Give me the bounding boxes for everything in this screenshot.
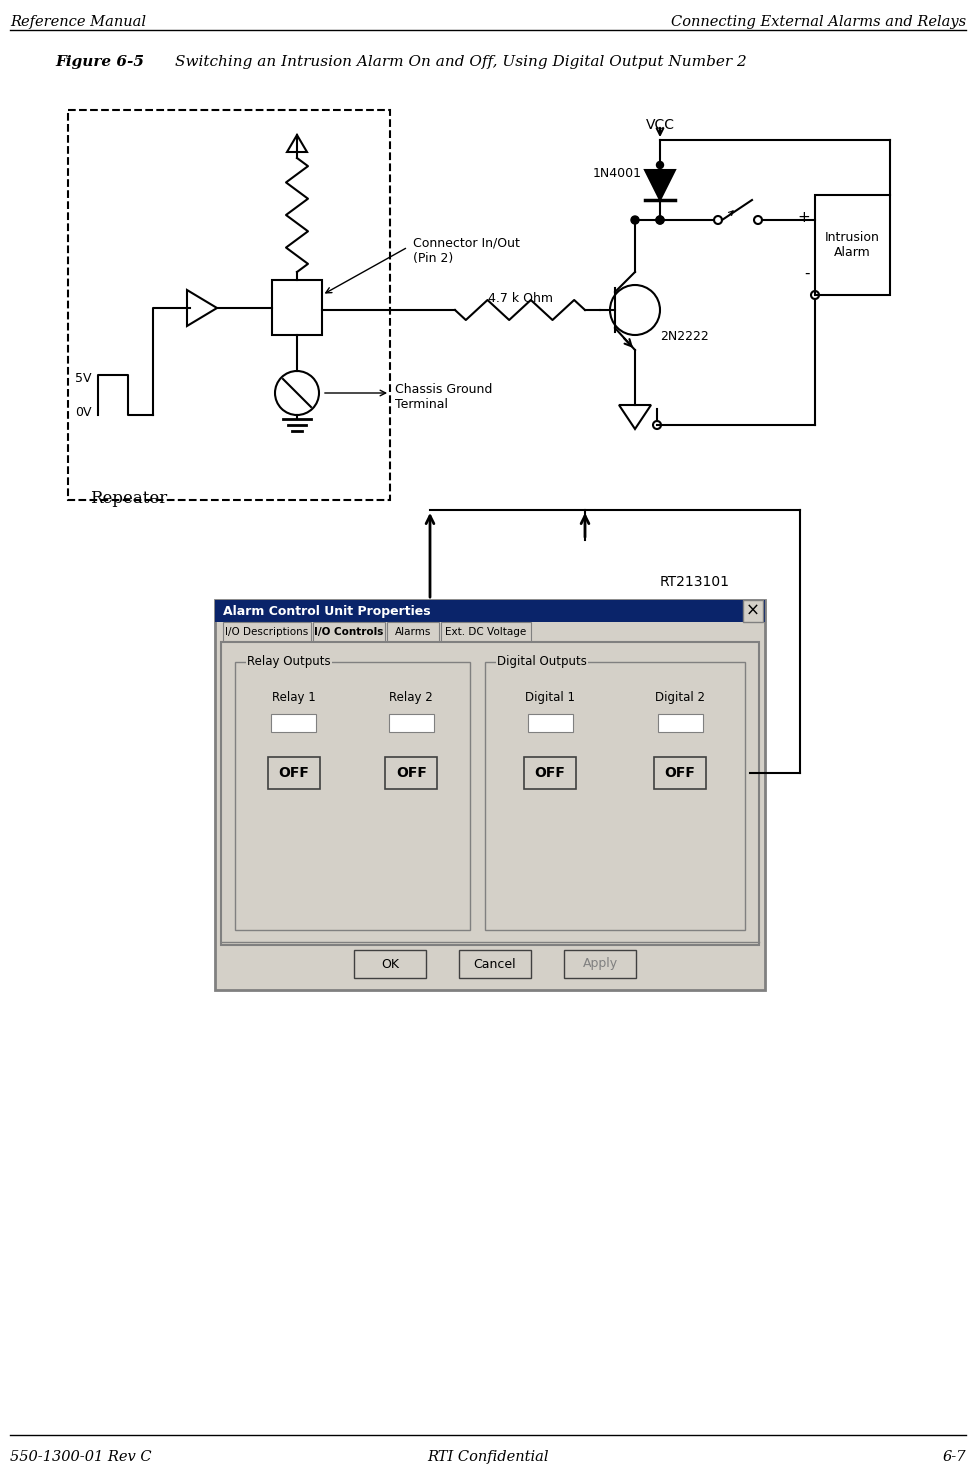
FancyBboxPatch shape (387, 623, 439, 642)
Text: +: + (797, 209, 810, 224)
FancyBboxPatch shape (654, 757, 706, 790)
FancyBboxPatch shape (459, 949, 531, 979)
Text: Repeater: Repeater (90, 489, 167, 507)
FancyBboxPatch shape (215, 601, 765, 990)
Text: Reference Manual: Reference Manual (10, 15, 146, 29)
Circle shape (656, 215, 664, 224)
FancyBboxPatch shape (354, 949, 426, 979)
Text: 2N2222: 2N2222 (660, 330, 709, 343)
Text: OFF: OFF (278, 766, 309, 779)
FancyBboxPatch shape (267, 757, 320, 790)
Text: Digital 2: Digital 2 (655, 690, 705, 703)
Text: -: - (804, 265, 810, 280)
Text: Chassis Ground
Terminal: Chassis Ground Terminal (395, 382, 492, 412)
FancyBboxPatch shape (388, 713, 433, 732)
Text: I/O Descriptions: I/O Descriptions (225, 627, 308, 637)
Text: 6-7: 6-7 (943, 1450, 966, 1464)
Text: ×: × (746, 602, 760, 620)
FancyBboxPatch shape (564, 949, 636, 979)
FancyBboxPatch shape (223, 623, 311, 642)
Text: Digital 1: Digital 1 (525, 690, 575, 703)
Text: 0V: 0V (75, 406, 92, 419)
Text: VCC: VCC (645, 119, 674, 132)
FancyBboxPatch shape (524, 757, 576, 790)
Text: Relay 2: Relay 2 (389, 690, 433, 703)
Text: Connecting External Alarms and Relays: Connecting External Alarms and Relays (671, 15, 966, 29)
Text: RT213101: RT213101 (660, 574, 730, 589)
Text: 1N4001: 1N4001 (593, 167, 642, 180)
Text: OFF: OFF (396, 766, 427, 779)
Text: Relay Outputs: Relay Outputs (247, 655, 331, 668)
FancyBboxPatch shape (271, 713, 316, 732)
FancyBboxPatch shape (743, 601, 763, 623)
Text: Intrusion
Alarm: Intrusion Alarm (825, 231, 880, 259)
FancyBboxPatch shape (658, 713, 703, 732)
Circle shape (657, 161, 664, 168)
Text: Ext. DC Voltage: Ext. DC Voltage (445, 627, 527, 637)
Text: OK: OK (381, 958, 399, 970)
Text: 5V: 5V (75, 372, 92, 384)
FancyBboxPatch shape (441, 623, 531, 642)
Text: 4.7 k Ohm: 4.7 k Ohm (487, 292, 552, 305)
FancyBboxPatch shape (313, 623, 385, 642)
Text: 550-1300-01 Rev C: 550-1300-01 Rev C (10, 1450, 151, 1464)
FancyBboxPatch shape (235, 662, 470, 930)
Polygon shape (645, 170, 675, 201)
Text: Apply: Apply (583, 958, 618, 970)
Text: Switching an Intrusion Alarm On and Off, Using Digital Output Number 2: Switching an Intrusion Alarm On and Off,… (175, 56, 747, 69)
FancyBboxPatch shape (215, 601, 765, 623)
FancyBboxPatch shape (221, 642, 759, 945)
Text: Cancel: Cancel (473, 958, 516, 970)
Text: Relay 1: Relay 1 (272, 690, 315, 703)
FancyBboxPatch shape (485, 662, 745, 930)
FancyBboxPatch shape (386, 757, 437, 790)
Circle shape (656, 215, 664, 224)
Text: Alarm Control Unit Properties: Alarm Control Unit Properties (223, 605, 430, 618)
Text: OFF: OFF (665, 766, 696, 779)
Text: OFF: OFF (535, 766, 565, 779)
FancyBboxPatch shape (527, 713, 573, 732)
Text: Connector In/Out
(Pin 2): Connector In/Out (Pin 2) (413, 237, 520, 265)
Text: RTI Confidential: RTI Confidential (427, 1450, 549, 1464)
Text: I/O Controls: I/O Controls (314, 627, 384, 637)
Text: Figure 6-5: Figure 6-5 (55, 56, 144, 69)
Text: Alarms: Alarms (395, 627, 431, 637)
Text: Digital Outputs: Digital Outputs (497, 655, 587, 668)
Circle shape (631, 215, 639, 224)
